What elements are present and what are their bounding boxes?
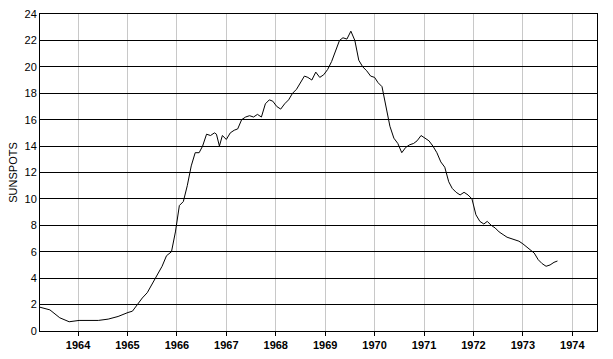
svg-text:1964: 1964	[66, 339, 91, 351]
svg-text:1965: 1965	[115, 339, 139, 351]
svg-text:6: 6	[31, 246, 37, 258]
svg-text:1972: 1972	[461, 339, 485, 351]
svg-text:1968: 1968	[264, 339, 288, 351]
svg-text:8: 8	[31, 219, 37, 231]
svg-text:10: 10	[25, 193, 37, 205]
svg-text:1974: 1974	[560, 339, 585, 351]
svg-text:20: 20	[25, 61, 37, 73]
svg-text:24: 24	[25, 8, 37, 20]
svg-text:2: 2	[31, 298, 37, 310]
svg-text:22: 22	[25, 34, 37, 46]
svg-text:18: 18	[25, 87, 37, 99]
svg-text:1973: 1973	[511, 339, 535, 351]
svg-text:1970: 1970	[362, 339, 386, 351]
svg-text:0: 0	[31, 325, 37, 337]
svg-text:1967: 1967	[214, 339, 238, 351]
svg-text:1971: 1971	[412, 339, 436, 351]
svg-text:1966: 1966	[165, 339, 189, 351]
svg-text:SUNSPOTS: SUNSPOTS	[7, 142, 19, 203]
svg-text:4: 4	[31, 272, 37, 284]
svg-text:1969: 1969	[313, 339, 337, 351]
svg-text:14: 14	[25, 140, 37, 152]
svg-text:12: 12	[25, 166, 37, 178]
svg-text:16: 16	[25, 114, 37, 126]
